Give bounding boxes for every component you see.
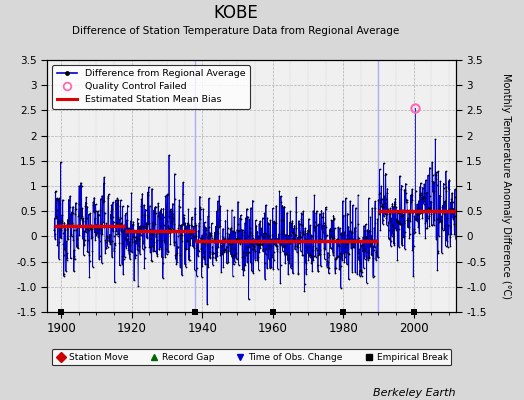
Text: Difference of Station Temperature Data from Regional Average: Difference of Station Temperature Data f… <box>72 26 399 36</box>
Y-axis label: Monthly Temperature Anomaly Difference (°C): Monthly Temperature Anomaly Difference (… <box>500 73 510 299</box>
Legend: Difference from Regional Average, Quality Control Failed, Estimated Station Mean: Difference from Regional Average, Qualit… <box>52 65 250 109</box>
Legend: Station Move, Record Gap, Time of Obs. Change, Empirical Break: Station Move, Record Gap, Time of Obs. C… <box>52 349 451 366</box>
Text: Berkeley Earth: Berkeley Earth <box>374 388 456 398</box>
Text: KOBE: KOBE <box>213 4 258 22</box>
